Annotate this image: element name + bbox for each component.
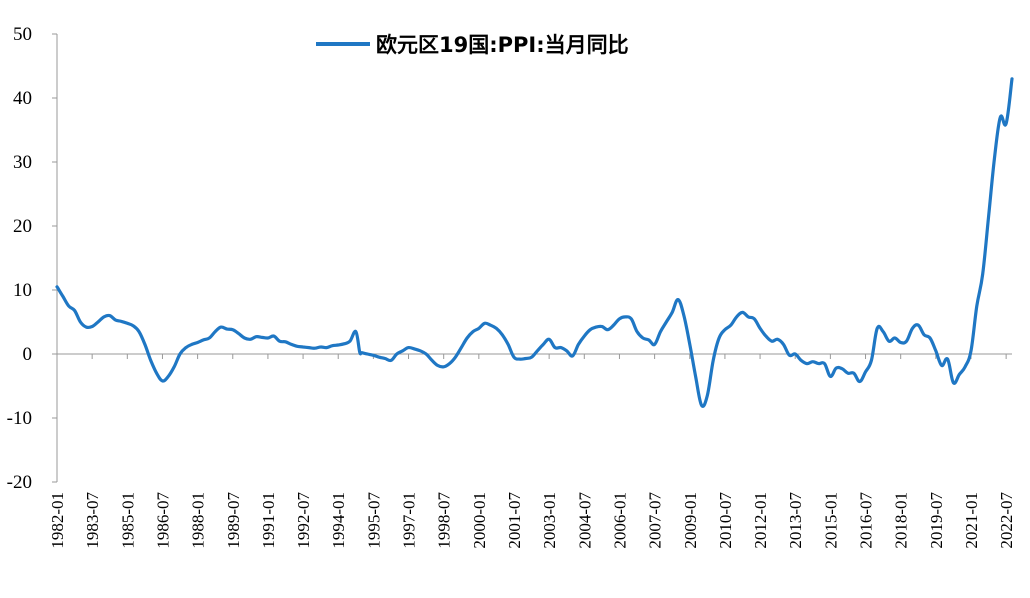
x-tick-label: 1983-07 bbox=[83, 492, 102, 549]
x-tick-label: 2006-01 bbox=[610, 492, 629, 549]
x-tick-label: 1988-01 bbox=[189, 492, 208, 549]
x-tick-label: 1994-01 bbox=[329, 492, 348, 549]
x-tick-label: 2022-07 bbox=[997, 492, 1016, 549]
x-tick-label: 1985-01 bbox=[118, 492, 137, 549]
y-tick-label: 40 bbox=[13, 88, 32, 109]
legend-label: 欧元区19国:PPI:当月同比 bbox=[376, 33, 629, 57]
x-tick-label: 2021-01 bbox=[962, 492, 981, 549]
x-tick-label: 2019-07 bbox=[927, 492, 946, 549]
x-tick-label: 1995-07 bbox=[364, 492, 383, 549]
x-tick-label: 1982-01 bbox=[48, 492, 67, 549]
y-tick-label: 0 bbox=[23, 344, 33, 365]
x-tick-label: 1986-07 bbox=[153, 492, 172, 549]
x-tick-label: 2007-07 bbox=[646, 492, 665, 549]
x-tick-label: 1991-01 bbox=[259, 492, 278, 549]
x-axis: 1982-01 1983-07 1985-01 1986-07 1988-01 1989-… bbox=[48, 353, 1016, 549]
y-tick-label: 20 bbox=[13, 216, 32, 237]
x-tick-label: 1997-01 bbox=[400, 492, 419, 549]
series-line bbox=[55, 77, 1014, 408]
x-tick-label: 2004-07 bbox=[575, 492, 594, 549]
y-tick-label: 30 bbox=[13, 152, 32, 173]
x-tick-label: 2009-01 bbox=[681, 492, 700, 549]
x-tick-label: 2013-07 bbox=[786, 492, 805, 549]
x-tick-label: 2003-01 bbox=[540, 492, 559, 549]
x-tick-label: 1992-07 bbox=[294, 492, 313, 549]
y-tick-label: -20 bbox=[7, 472, 32, 493]
x-tick-label: 2000-01 bbox=[470, 492, 489, 549]
x-tick-label: 2001-07 bbox=[505, 492, 524, 549]
legend: 欧元区19国:PPI:当月同比 bbox=[316, 33, 629, 57]
x-tick-label: 1998-07 bbox=[435, 492, 454, 549]
y-tick-label: -10 bbox=[7, 408, 32, 429]
y-axis: -20 -10 0 10 20 30 40 50 bbox=[7, 24, 58, 493]
x-tick-label: 2016-07 bbox=[857, 492, 876, 549]
series-layer bbox=[55, 77, 1014, 408]
x-tick-label: 2010-07 bbox=[716, 492, 735, 549]
x-tick-label: 1989-07 bbox=[224, 492, 243, 549]
x-tick-label: 2018-01 bbox=[892, 492, 911, 549]
x-tick-label: 2015-01 bbox=[821, 492, 840, 549]
y-tick-label: 10 bbox=[13, 280, 32, 301]
y-tick-label: 50 bbox=[13, 24, 32, 45]
x-tick-label: 2012-01 bbox=[751, 492, 770, 549]
